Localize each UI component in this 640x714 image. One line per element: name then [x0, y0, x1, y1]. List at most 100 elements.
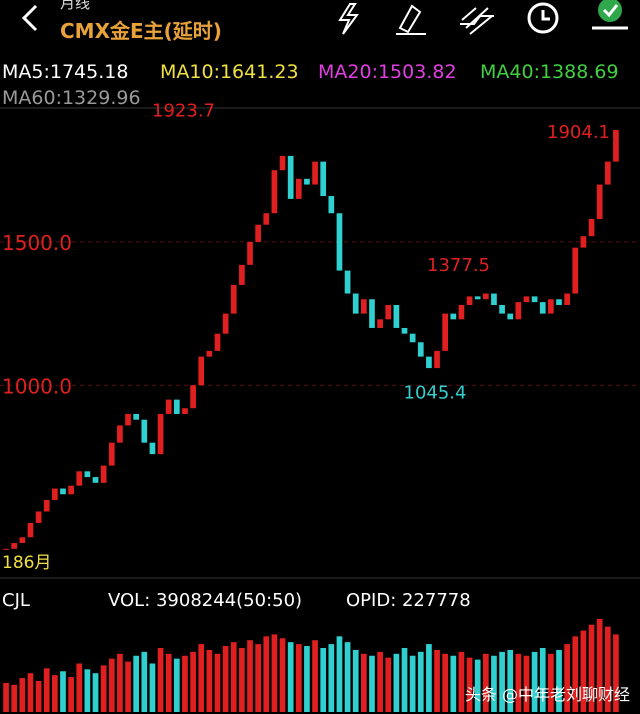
volume-bar: [523, 655, 530, 712]
candle: [263, 213, 270, 225]
candle: [3, 548, 9, 550]
volume-bar: [287, 642, 294, 712]
back-button[interactable]: [21, 4, 38, 32]
candle: [515, 302, 522, 320]
volume-bar: [263, 636, 270, 712]
volume-bar: [3, 682, 9, 712]
candle: [35, 511, 42, 523]
candle: [271, 170, 278, 214]
volume-bar: [336, 636, 343, 712]
clock-hand: [541, 10, 550, 21]
candle: [344, 270, 351, 294]
candle: [149, 442, 156, 455]
volume-bar: [214, 653, 221, 712]
volume-bar: [230, 642, 237, 712]
candle: [19, 537, 26, 544]
candle: [531, 296, 538, 303]
volume-bar: [482, 653, 489, 712]
volume-bar: [173, 658, 180, 712]
lines-icon[interactable]: [460, 7, 494, 35]
volume-bar: [344, 642, 351, 712]
volume-bar: [352, 649, 359, 712]
volume-bar: [141, 651, 148, 712]
volume-bar: [613, 634, 619, 712]
annotation: 1045.4: [404, 382, 467, 403]
volume-bar: [458, 651, 465, 712]
volume-bar: [556, 649, 562, 712]
candle: [255, 224, 261, 242]
volume-bar: [52, 675, 58, 712]
volume-bar: [125, 661, 131, 712]
candle: [68, 485, 74, 495]
volume-bar: [369, 655, 375, 712]
volume-bar: [11, 684, 18, 712]
ma5: MA5:1745.18: [2, 61, 128, 83]
candle: [190, 385, 196, 409]
volume-bar: [60, 671, 66, 712]
volume-bar: [165, 653, 172, 712]
candle: [328, 196, 335, 214]
candle: [214, 333, 221, 351]
candle: [182, 408, 188, 414]
vol-label: CJL: [2, 590, 30, 611]
volume-bar: [385, 657, 392, 712]
candle: [604, 161, 611, 185]
candle: [377, 319, 383, 328]
volume-bar: [304, 646, 310, 712]
volume-bar: [499, 651, 505, 712]
candle: [352, 293, 359, 314]
candle: [426, 356, 432, 369]
ma60: MA60:1329.96: [2, 87, 141, 109]
candle: [458, 305, 465, 320]
candle: [157, 413, 164, 455]
volume-bar: [596, 618, 603, 712]
candle: [491, 293, 497, 306]
volume-bar: [434, 649, 440, 712]
candle: [279, 155, 286, 171]
candle: [222, 313, 229, 334]
volume-bar: [190, 651, 196, 712]
candle: [596, 184, 603, 219]
ma40: MA40:1388.69: [480, 61, 619, 83]
candle: [336, 213, 343, 271]
annotation: 1923.7: [152, 100, 215, 121]
annotation: 1377.5: [427, 255, 490, 276]
volume-bar: [564, 644, 570, 712]
candle: [572, 247, 579, 294]
candle: [84, 471, 91, 478]
volume-bar: [279, 638, 286, 712]
volume-bar: [450, 655, 457, 712]
volume-bar: [198, 644, 205, 712]
candle: [117, 425, 123, 443]
volume-bar: [426, 644, 432, 712]
x-label: 186月: [2, 553, 51, 573]
flash-icon[interactable]: [338, 3, 359, 35]
clock-icon[interactable]: [527, 2, 559, 34]
candle: [133, 413, 140, 420]
volume-bar: [417, 651, 424, 712]
volume-bar: [149, 663, 156, 712]
volume-bar: [491, 655, 497, 712]
candle: [239, 264, 245, 285]
candle: [320, 161, 327, 197]
volume-bar: [247, 640, 253, 712]
volume-bar: [401, 647, 408, 712]
candle: [43, 500, 50, 512]
period: 月线: [60, 0, 90, 12]
volume-bar: [377, 651, 383, 712]
candle: [482, 293, 489, 300]
volume-bar: [157, 647, 164, 712]
y-tick-label: 1500.0: [2, 231, 72, 255]
volume-bar: [466, 657, 473, 712]
candle: [539, 302, 546, 314]
volume-bar: [320, 647, 327, 712]
volume-bar: [604, 626, 611, 712]
volume-bar: [206, 649, 213, 712]
vol-label: VOL: 3908244(50:50): [108, 590, 302, 611]
volume-bar: [84, 669, 91, 712]
volume-bar: [588, 624, 595, 712]
candle: [393, 305, 400, 328]
candle: [295, 178, 302, 199]
draw-icon[interactable]: [396, 4, 426, 35]
